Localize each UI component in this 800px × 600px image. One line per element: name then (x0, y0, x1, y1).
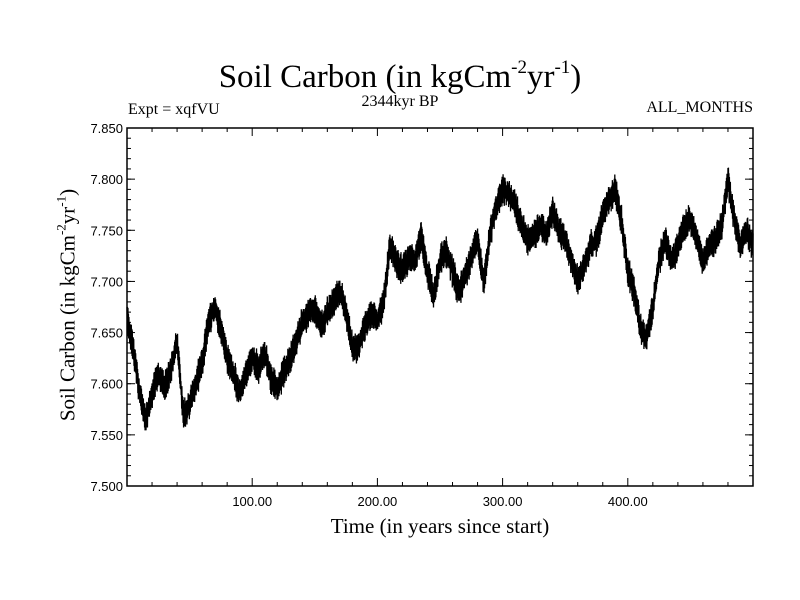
y-tick-label: 7.550 (90, 428, 123, 443)
months-label: ALL_MONTHS (646, 99, 753, 116)
chart-title: Soil Carbon (in kgCm-2yr-1) (218, 57, 582, 95)
x-tick-label: 300.00 (483, 494, 523, 509)
x-axis-label: Time (in years since start) (330, 514, 550, 538)
y-tick-label: 7.650 (90, 326, 123, 341)
plot-frame (126, 127, 754, 487)
x-tick-label: 100.00 (232, 494, 272, 509)
y-tick-label: 7.750 (90, 223, 123, 238)
series-line (126, 167, 754, 431)
y-tick-label: 7.850 (90, 121, 123, 136)
series-group (126, 167, 754, 431)
experiment-label: Expt = xqfVU (128, 101, 220, 118)
y-tick-label: 7.700 (90, 274, 123, 289)
y-tick-label: 7.500 (90, 479, 123, 494)
y-tick-label: 7.600 (90, 377, 123, 392)
y-tick-label: 7.800 (90, 172, 123, 187)
chart-subtitle: 2344kyr BP (361, 93, 439, 110)
x-tick-label: 400.00 (608, 494, 648, 509)
x-tick-label: 200.00 (358, 494, 398, 509)
